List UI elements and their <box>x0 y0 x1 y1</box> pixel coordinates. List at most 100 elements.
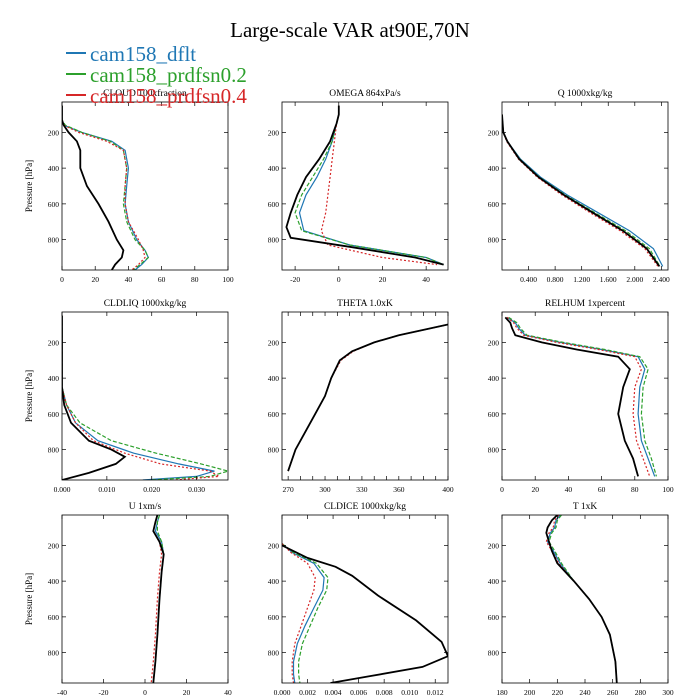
x-tick-label: 0.030 <box>188 485 205 494</box>
y-tick-label: 200 <box>48 128 60 137</box>
panel-title: CLOUD 100xfraction <box>103 88 187 99</box>
y-tick-label: 400 <box>488 374 500 383</box>
x-tick-label: 400 <box>442 485 454 494</box>
panel-title: Q 1000xkg/kg <box>558 89 613 99</box>
x-tick-label: 20 <box>183 688 191 697</box>
panel: Q 1000xkg/kg 0.400 0.800 1.200 1.600 2.000 2.4… <box>488 89 670 284</box>
y-tick-label: 800 <box>48 649 60 658</box>
series-line <box>298 105 444 266</box>
series-line <box>62 105 150 270</box>
plot-frame <box>61 311 229 481</box>
series-line <box>506 316 656 477</box>
x-tick-label: 40 <box>125 275 133 284</box>
panel: THETA 1.0xK 270 300 330 360 400 200 400 600 800 <box>268 299 454 494</box>
y-tick-label: 400 <box>268 577 280 586</box>
y-tick-label: 800 <box>268 446 280 455</box>
plot-frame <box>61 514 229 684</box>
panel: CLDLIQ 1000xkg/kg 0.000 0.010 0.020 0.030 200… <box>24 299 229 494</box>
y-axis-label: Pressure [hPa] <box>24 370 34 422</box>
panel: T 1xK 180 200 220 240 260 280 300 200 400 600 800 <box>488 502 674 697</box>
legend-swatch <box>66 73 86 76</box>
x-tick-label: 0.010 <box>98 485 115 494</box>
y-tick-label: 600 <box>48 200 60 209</box>
x-tick-label: 260 <box>607 688 619 697</box>
legend-label: cam158_prdfsn0.4 <box>90 84 247 108</box>
legend-item: cam158_prdfsn0.2 <box>66 65 247 86</box>
x-tick-label: 0.006 <box>350 688 367 697</box>
x-tick-label: 240 <box>579 688 591 697</box>
y-tick-label: 800 <box>268 649 280 658</box>
series-line <box>62 315 215 480</box>
panel-title: OMEGA 864xPa/s <box>329 89 401 99</box>
series-line <box>548 515 618 683</box>
x-tick-label: 0 <box>337 275 341 284</box>
x-tick-label: 0.012 <box>427 688 444 697</box>
x-tick-label: 220 <box>552 688 564 697</box>
plot-frame <box>61 101 229 271</box>
y-tick-label: 600 <box>488 410 500 419</box>
legend-label: cam158_prdfsn0.2 <box>90 63 247 87</box>
legend-item: cam158_prdfsn0.4 <box>66 86 247 107</box>
plot-frame <box>281 514 449 684</box>
series-line <box>508 316 657 477</box>
x-tick-label: 300 <box>662 688 674 697</box>
y-tick-label: 400 <box>48 577 60 586</box>
series-line <box>282 544 448 683</box>
y-tick-label: 200 <box>488 128 500 137</box>
y-tick-label: 800 <box>488 236 500 245</box>
x-tick-label: 2.000 <box>626 275 643 284</box>
x-tick-label: 60 <box>598 485 606 494</box>
x-tick-label: 40 <box>422 275 430 284</box>
y-tick-label: 200 <box>488 541 500 550</box>
x-tick-label: 0.000 <box>54 485 71 494</box>
series-line <box>504 316 639 477</box>
plot-frame <box>501 101 669 271</box>
plot-frame <box>501 514 669 684</box>
legend-swatch <box>66 94 86 97</box>
panel: CLOUD 100xfraction 0 20 40 60 80 100 200 400 600 8… <box>24 88 234 284</box>
y-tick-label: 400 <box>48 164 60 173</box>
y-tick-label: 800 <box>488 649 500 658</box>
legend-swatch <box>66 52 86 55</box>
x-tick-label: 0 <box>143 688 147 697</box>
panel-title: RELHUM 1xpercent <box>545 299 625 309</box>
x-tick-label: 1.600 <box>600 275 617 284</box>
y-axis-label: Pressure [hPa] <box>24 573 34 625</box>
x-tick-label: 330 <box>356 485 368 494</box>
x-tick-label: 0.020 <box>143 485 160 494</box>
x-tick-label: 0.008 <box>376 688 393 697</box>
x-tick-label: 40 <box>565 485 573 494</box>
y-tick-label: 600 <box>488 613 500 622</box>
series-line <box>285 105 444 266</box>
y-tick-label: 800 <box>488 446 500 455</box>
plot-frame <box>281 311 449 481</box>
series-line <box>320 105 438 266</box>
y-tick-label: 400 <box>488 164 500 173</box>
x-tick-label: -40 <box>57 688 67 697</box>
panel-title: THETA 1.0xK <box>337 299 393 309</box>
x-tick-label: 0.002 <box>299 688 316 697</box>
series-line <box>546 515 618 683</box>
x-tick-label: 100 <box>662 485 674 494</box>
x-tick-label: 0.000 <box>274 688 291 697</box>
y-tick-label: 800 <box>268 236 280 245</box>
plot-frame <box>281 101 449 271</box>
x-tick-label: 100 <box>222 275 234 284</box>
x-tick-label: 20 <box>91 275 99 284</box>
series-line <box>62 105 146 270</box>
y-axis-label: Pressure [hPa] <box>24 160 34 212</box>
series-line <box>506 316 651 477</box>
y-tick-label: 600 <box>48 613 60 622</box>
y-tick-label: 200 <box>48 338 60 347</box>
series-line <box>282 543 325 683</box>
x-tick-label: 0 <box>500 485 504 494</box>
series-line <box>282 543 329 683</box>
x-tick-label: 20 <box>531 485 539 494</box>
x-tick-label: 0.400 <box>520 275 537 284</box>
series-line <box>545 515 618 683</box>
y-tick-label: 200 <box>268 128 280 137</box>
x-tick-label: 60 <box>158 275 166 284</box>
panel-title: CLDLIQ 1000xkg/kg <box>104 299 187 309</box>
plot-frame <box>501 311 669 481</box>
y-tick-label: 400 <box>48 374 60 383</box>
